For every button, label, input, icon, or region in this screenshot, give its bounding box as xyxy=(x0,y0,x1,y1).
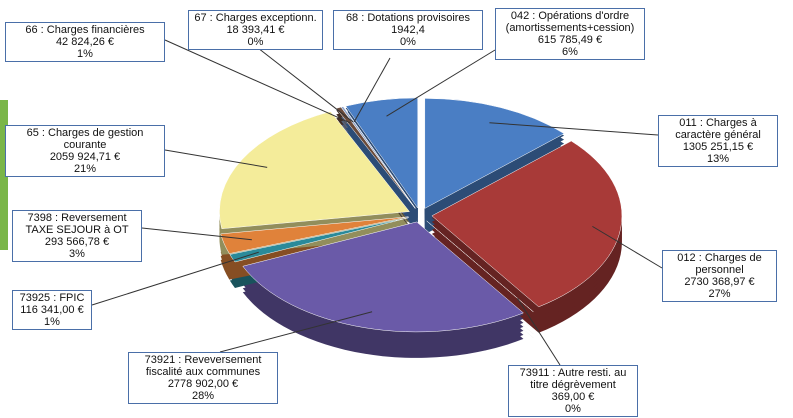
label-share: 3% xyxy=(69,248,85,260)
slice-label: 65 : Charges de gestion courante 2059 924… xyxy=(5,125,165,177)
slice-label: 73925 : FPIC 116 341,00 €1% xyxy=(12,290,92,330)
slice xyxy=(345,97,418,209)
slice-label: 73921 : Reveversement fiscalité aux comm… xyxy=(128,352,278,404)
slice xyxy=(342,106,416,209)
label-value: 42 824,26 € xyxy=(55,36,115,48)
leader-line xyxy=(489,122,659,136)
leader-line xyxy=(592,225,663,269)
label-share: 28% xyxy=(191,390,215,402)
label-name: 66 : Charges financières xyxy=(25,24,145,36)
side-accent xyxy=(0,100,8,250)
slice-label: 011 : Charges à caractère général 1305 25… xyxy=(658,115,778,167)
label-name: 67 : Charges exceptionn. xyxy=(194,12,317,24)
label-name: 73911 : Autre resti. au titre dégrèvemen… xyxy=(519,367,627,391)
label-value: 116 341,00 € xyxy=(20,304,84,316)
label-value: 369,00 € xyxy=(551,391,595,403)
label-share: 6% xyxy=(562,46,578,58)
label-value: 615 785,49 € xyxy=(537,34,603,46)
label-name: 73921 : Reveversement fiscalité aux comm… xyxy=(144,354,262,378)
leader-line xyxy=(91,251,259,306)
label-value: 293 566,78 € xyxy=(44,236,110,248)
label-value: 2730 368,97 € xyxy=(684,276,755,288)
label-share: 1% xyxy=(44,316,60,328)
label-share: 0% xyxy=(247,36,264,48)
leader-line xyxy=(141,227,252,241)
label-value: 18 393,41 € xyxy=(226,24,285,36)
label-name: 012 : Charges de personnel xyxy=(677,252,762,276)
slice-label: 73911 : Autre resti. au titre dégrèvemen… xyxy=(508,365,638,417)
leader-line xyxy=(164,39,351,124)
label-share: 0% xyxy=(565,403,581,415)
label-value: 2778 902,00 € xyxy=(167,378,239,390)
leader-line xyxy=(353,57,391,123)
label-value: 1305 251,15 € xyxy=(682,141,754,153)
label-share: 0% xyxy=(400,36,416,48)
slice-label: 67 : Charges exceptionn. 18 393,41 €0% xyxy=(188,10,323,50)
slice-label: 68 : Dotations provisoires 1942,4 0% xyxy=(333,10,483,50)
label-name: 011 : Charges à caractère général xyxy=(675,117,761,141)
slice xyxy=(219,111,410,229)
label-share: 21% xyxy=(73,163,97,175)
slice-label: 66 : Charges financières 42 824,26 €1% xyxy=(5,22,165,62)
label-name: 73925 : FPIC xyxy=(19,292,85,304)
leader-line xyxy=(219,311,373,353)
slice xyxy=(426,220,534,313)
label-share: 1% xyxy=(77,48,93,60)
label-share: 27% xyxy=(708,288,731,300)
slice-label: 7398 : Reversement TAXE SEJOUR à OT 293 5… xyxy=(12,210,142,262)
slice xyxy=(242,221,524,333)
label-value: 2059 924,71 € xyxy=(49,151,121,163)
slice xyxy=(220,216,409,254)
leader-line xyxy=(517,298,561,366)
label-name: 7398 : Reversement TAXE SEJOUR à OT xyxy=(25,212,129,236)
leader-line xyxy=(257,47,354,123)
slice xyxy=(431,140,623,308)
slice-label: 042 : Opérations d'ordre (amortissements… xyxy=(495,8,645,60)
label-name: 68 : Dotations provisoires xyxy=(345,12,471,24)
slice-side xyxy=(426,226,534,318)
leader-line xyxy=(386,49,496,117)
label-name: 042 : Opérations d'ordre (amortissements… xyxy=(505,10,635,34)
leader-line xyxy=(164,149,268,168)
label-value: 1942,4 xyxy=(391,24,425,36)
slice-side xyxy=(426,222,534,314)
slice xyxy=(229,217,409,263)
label-share: 13% xyxy=(706,153,730,165)
slice-label: 012 : Charges de personnel 2730 368,97 €2… xyxy=(662,250,777,302)
label-name: 65 : Charges de gestion courante xyxy=(26,127,144,151)
